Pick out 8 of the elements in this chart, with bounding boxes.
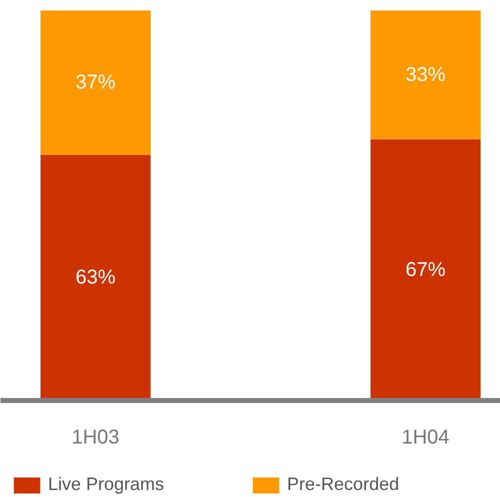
x-tick-label: 1H03 — [72, 426, 120, 448]
text: 37% — [75, 72, 116, 94]
legend-label: Pre-Recorded — [287, 474, 400, 495]
x-tick-label: 1H04 — [402, 426, 450, 448]
text: 33% — [405, 64, 446, 86]
text: 67% — [405, 258, 446, 281]
text: 63% — [75, 266, 116, 289]
legend-label: Live Programs — [48, 474, 164, 495]
